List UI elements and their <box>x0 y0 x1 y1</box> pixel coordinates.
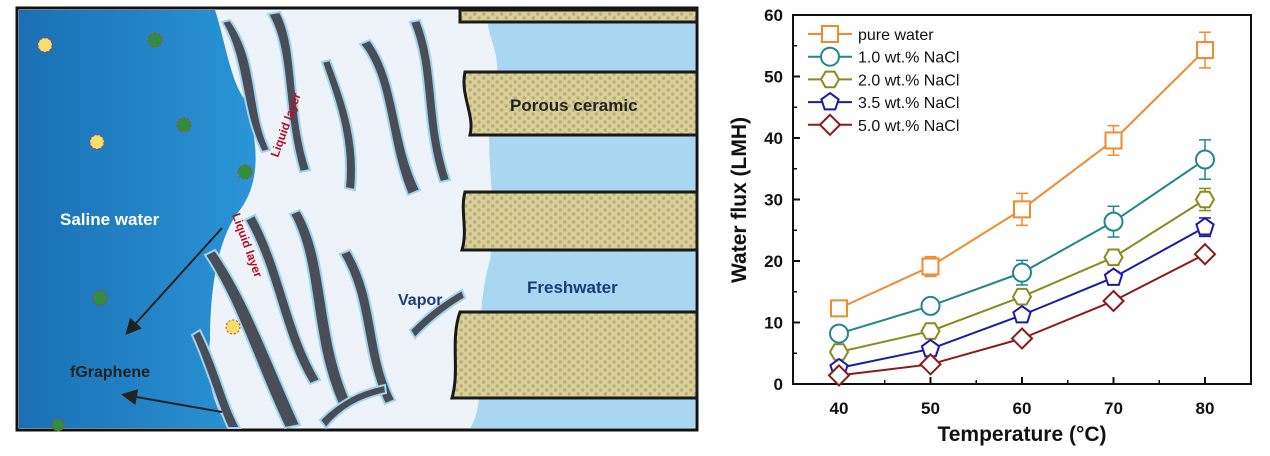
data-point <box>1193 242 1217 266</box>
data-point <box>1102 289 1125 313</box>
legend-item: 3.5 wt.% NaCl <box>808 91 959 112</box>
series-line <box>838 158 1206 335</box>
series-line <box>838 49 1206 310</box>
data-point <box>1103 267 1124 286</box>
label-vapor: Vapor <box>398 292 442 309</box>
legend-label: 3.5 wt.% NaCl <box>858 95 959 112</box>
y-tick-label: 10 <box>764 314 783 333</box>
saline-water-region <box>19 10 256 428</box>
series-diamond <box>827 242 1217 387</box>
data-point <box>1012 262 1032 283</box>
label-saline-water: Saline water <box>60 210 160 229</box>
x-tick-label: 70 <box>1104 399 1123 418</box>
data-point <box>1194 190 1216 209</box>
data-point <box>1103 248 1124 267</box>
legend-label: 5.0 wt.% NaCl <box>858 118 959 135</box>
data-point <box>919 352 942 376</box>
x-tick-label: 40 <box>830 399 849 418</box>
legend-item: 2.0 wt.% NaCl <box>808 70 959 89</box>
plot-area-frame <box>792 14 1252 385</box>
data-point <box>1011 287 1033 306</box>
legend-item: pure water <box>808 25 934 44</box>
y-tick-label: 60 <box>764 6 783 25</box>
legend-marker <box>820 91 840 111</box>
y-axis-label: Water flux (LMH) <box>728 117 751 283</box>
label-fgraphene: fGraphene <box>70 364 150 381</box>
y-tick-label: 50 <box>764 68 783 87</box>
data-point <box>827 363 851 387</box>
data-point <box>829 323 849 344</box>
data-point <box>1103 211 1124 232</box>
series-pentagon <box>829 216 1215 377</box>
data-point <box>921 257 940 276</box>
label-freshwater: Freshwater <box>527 278 618 297</box>
desalination-diagram: Saline water Liquid layer Liquid layer P… <box>15 6 699 432</box>
salt-ions <box>37 32 253 432</box>
data-point <box>1012 304 1032 324</box>
data-point <box>1104 131 1123 150</box>
data-point <box>1013 200 1031 219</box>
arrows <box>121 227 223 413</box>
label-porous-ceramic: Porous ceramic <box>510 96 638 115</box>
series-line <box>838 253 1206 377</box>
legend-marker <box>820 46 840 67</box>
data-point <box>920 295 941 316</box>
x-tick-label: 80 <box>1196 399 1215 418</box>
x-tick-label: 60 <box>1013 399 1032 418</box>
legend: pure water 1.0 wt.% NaCl 2.0 wt.% NaCl 3.5 … <box>808 25 959 137</box>
data-point <box>829 357 849 377</box>
y-tick-label: 40 <box>764 129 783 148</box>
y-tick-label: 30 <box>764 191 783 210</box>
graphene-fibers <box>190 10 467 430</box>
x-axis-label: Temperature (°C) <box>937 423 1106 446</box>
data-point <box>1195 216 1215 236</box>
series-line <box>838 198 1206 353</box>
data-point <box>830 299 848 318</box>
data-point <box>920 338 941 358</box>
series-circle <box>829 139 1215 344</box>
y-tick-label: 0 <box>774 375 783 394</box>
x-tick-label: 50 <box>921 399 940 418</box>
legend-marker <box>818 113 842 137</box>
y-tick-label: 20 <box>764 252 783 271</box>
data-point <box>1010 327 1034 350</box>
legend-item: 1.0 wt.% NaCl <box>808 46 959 67</box>
porous-ceramic-plates <box>450 8 699 400</box>
legend-label: 2.0 wt.% NaCl <box>858 72 959 89</box>
legend-marker <box>821 25 839 43</box>
data-point <box>920 322 941 340</box>
legend-label: 1.0 wt.% NaCl <box>858 50 959 67</box>
data-point <box>1195 149 1215 170</box>
legend-label: pure water <box>858 27 934 44</box>
series-square <box>830 31 1214 318</box>
data-point <box>828 343 850 361</box>
series-hexagon <box>828 187 1216 361</box>
series-line <box>838 226 1206 369</box>
legend-marker <box>819 70 841 89</box>
data-point <box>1196 41 1214 60</box>
legend-item: 5.0 wt.% NaCl <box>808 113 959 137</box>
